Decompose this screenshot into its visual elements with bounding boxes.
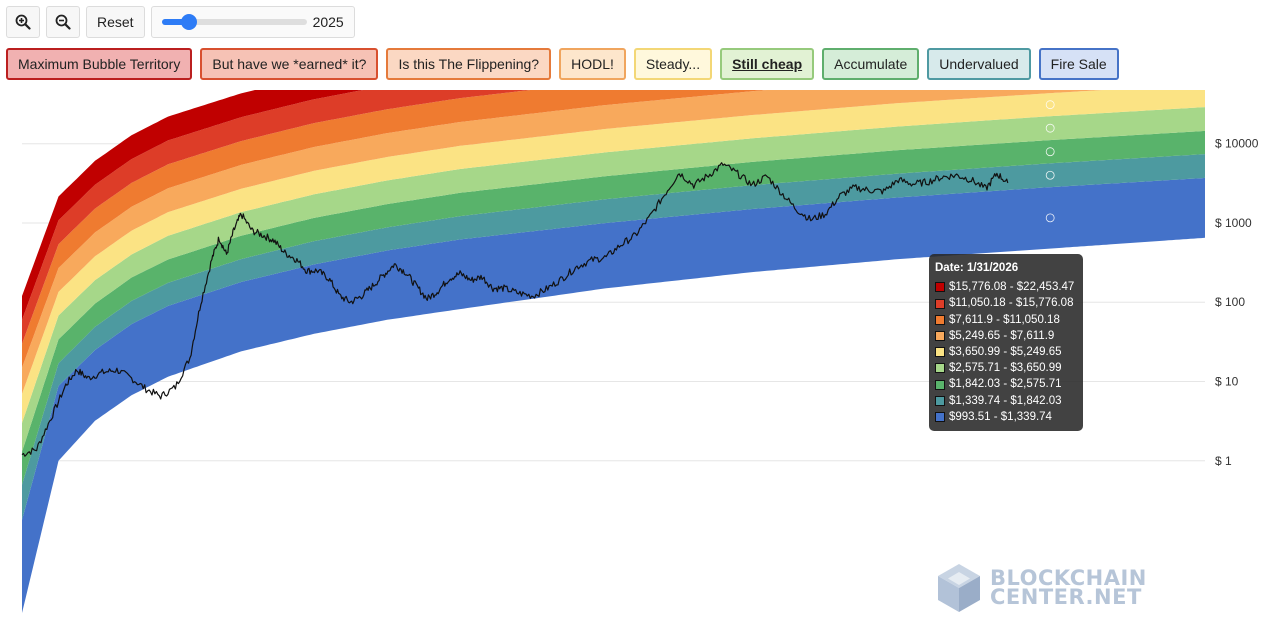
legend-button-9[interactable]: Fire Sale — [1038, 48, 1119, 80]
band-markers — [1045, 100, 1055, 223]
band-marker — [1045, 123, 1055, 133]
legend-button-3[interactable]: Is this The Flippening? — [386, 48, 552, 80]
year-slider-track[interactable] — [161, 14, 307, 30]
y-tick-label: $ 1000 — [1215, 216, 1252, 230]
tooltip-range: $3,650.99 - $5,249.65 — [949, 346, 1062, 359]
band-marker — [1045, 170, 1055, 180]
watermark-line-1: BLOCKCHAIN — [990, 566, 1147, 590]
tooltip-row: $11,050.18 - $15,776.08 — [935, 295, 1077, 311]
price-line — [21, 162, 1009, 457]
tooltip-swatch — [935, 314, 945, 325]
tooltip-range: $11,050.18 - $15,776.08 — [949, 297, 1074, 310]
y-tick-label: $ 10000 — [1215, 137, 1259, 151]
legend-button-7[interactable]: Accumulate — [822, 48, 920, 80]
tooltip-row: $1,339.74 - $1,842.03 — [935, 393, 1077, 409]
rainbow-bands — [22, 90, 1205, 613]
tooltip-range: $2,575.71 - $3,650.99 — [949, 362, 1062, 375]
zoom-out-button[interactable] — [46, 6, 80, 38]
tooltip-swatch — [935, 379, 945, 390]
tooltip-row: $15,776.08 - $22,453.47 — [935, 279, 1077, 295]
year-slider-value: 2025 — [312, 14, 344, 30]
legend-button-5[interactable]: Steady... — [633, 48, 713, 80]
zoom-in-icon — [15, 14, 31, 30]
y-tick-label: $ 10 — [1215, 375, 1239, 389]
cube-logo-icon — [938, 564, 980, 612]
tooltip-range: $993.51 - $1,339.74 — [949, 410, 1052, 423]
year-slider-thumb[interactable] — [180, 14, 197, 30]
band-legend: Maximum Bubble Territory But have we *ear… — [6, 48, 1119, 80]
tooltip-row: $2,575.71 - $3,650.99 — [935, 360, 1077, 376]
tooltip-range: $1,339.74 - $1,842.03 — [949, 394, 1062, 407]
rainbow-band-7 — [22, 90, 767, 368]
tooltip-range: $5,249.65 - $7,611.9 — [949, 329, 1055, 342]
blockchaincenter-watermark: BLOCKCHAIN CENTER.NET — [936, 562, 1147, 614]
rainbow-band-5 — [22, 90, 1205, 423]
tooltip-swatch — [935, 282, 945, 293]
legend-button-8[interactable]: Undervalued — [927, 48, 1031, 80]
watermark-line-2: CENTER.NET — [990, 585, 1142, 609]
tooltip-row: $3,650.99 - $5,249.65 — [935, 344, 1077, 360]
tooltip-row: $5,249.65 - $7,611.9 — [935, 328, 1077, 344]
tooltip-swatch — [935, 395, 945, 406]
y-tick-label: $ 100 — [1215, 295, 1245, 309]
tooltip-swatch — [935, 298, 945, 309]
price-series — [21, 162, 1009, 457]
reset-button[interactable]: Reset — [86, 6, 145, 38]
tooltip-row: $993.51 - $1,339.74 — [935, 409, 1077, 425]
tooltip-swatch — [935, 330, 945, 341]
rainbow-band-2 — [22, 154, 1205, 520]
tooltip-swatch — [935, 411, 945, 422]
legend-button-2[interactable]: But have we *earned* it? — [200, 48, 379, 80]
tooltip-date: Date: 1/31/2026 — [935, 262, 1019, 274]
legend-button-4[interactable]: HODL! — [559, 48, 626, 80]
tooltip-range: $1,842.03 - $2,575.71 — [949, 378, 1062, 391]
y-tick-label: $ 1 — [1215, 454, 1232, 468]
zoom-in-button[interactable] — [6, 6, 40, 38]
rainbow-band-3 — [22, 130, 1205, 485]
chart-toolbar: Reset 2025 — [6, 6, 355, 38]
rainbow-chart: $ 1 $ 10 $ 100 $ 1000 $ 10000 — [21, 90, 1259, 613]
legend-button-1[interactable]: Maximum Bubble Territory — [6, 48, 193, 80]
tooltip-row: $7,611.9 - $11,050.18 — [935, 312, 1077, 328]
legend-button-6[interactable]: Still cheap — [720, 48, 815, 80]
band-marker — [1045, 100, 1055, 110]
zoom-out-icon — [55, 14, 71, 30]
rainbow-band-6 — [22, 90, 1103, 394]
hover-tooltip: Date: 1/31/2026 $15,776.08 - $22,453.47 $… — [929, 254, 1083, 432]
tooltip-range: $7,611.9 - $11,050.18 — [949, 313, 1060, 326]
rainbow-band-1 — [22, 177, 1205, 613]
tooltip-range: $15,776.08 - $22,453.47 — [949, 281, 1075, 294]
band-marker — [1045, 213, 1055, 223]
band-marker — [1045, 147, 1055, 157]
y-axis-ticks: $ 1 $ 10 $ 100 $ 1000 $ 10000 — [1215, 137, 1259, 468]
tooltip-swatch — [935, 347, 945, 358]
tooltip-swatch — [935, 363, 945, 374]
year-slider-control: 2025 — [150, 6, 355, 38]
rainbow-band-8 — [22, 90, 531, 344]
year-slider-fill — [161, 19, 189, 25]
tooltip-row: $1,842.03 - $2,575.71 — [935, 376, 1077, 392]
